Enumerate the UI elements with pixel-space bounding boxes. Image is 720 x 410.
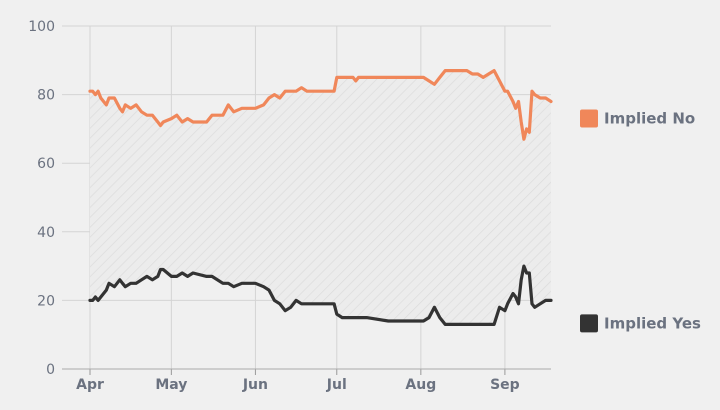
x-tick-label: Apr xyxy=(76,377,104,393)
x-tick-label: Sep xyxy=(490,377,520,393)
between-series-fill xyxy=(90,70,551,325)
legend-label: Implied No xyxy=(604,109,695,127)
y-tick-label: 100 xyxy=(28,19,55,35)
between-series-band xyxy=(90,70,551,325)
legend-swatch xyxy=(580,109,598,128)
y-tick-label: 80 xyxy=(37,88,55,104)
y-tick-label: 60 xyxy=(37,156,55,172)
y-tick-label: 40 xyxy=(37,225,55,241)
legend-swatch xyxy=(580,314,598,333)
legend-label: Implied Yes xyxy=(604,314,701,332)
x-tick-label: Aug xyxy=(405,377,436,393)
x-tick-label: May xyxy=(155,377,187,393)
y-tick-label: 20 xyxy=(37,293,55,309)
axes: 0 20 40 60 80 100 Apr May Jun Jul Aug Sep xyxy=(28,19,551,393)
x-tick-label: Jun xyxy=(242,377,268,393)
series-lines xyxy=(88,69,553,326)
y-tick-label: 0 xyxy=(46,362,55,378)
series-line-implied-no xyxy=(88,69,553,141)
legend: Implied No Implied Yes xyxy=(580,109,701,333)
series-line-implied-yes xyxy=(88,264,553,326)
x-tick-label: Jul xyxy=(326,377,347,393)
